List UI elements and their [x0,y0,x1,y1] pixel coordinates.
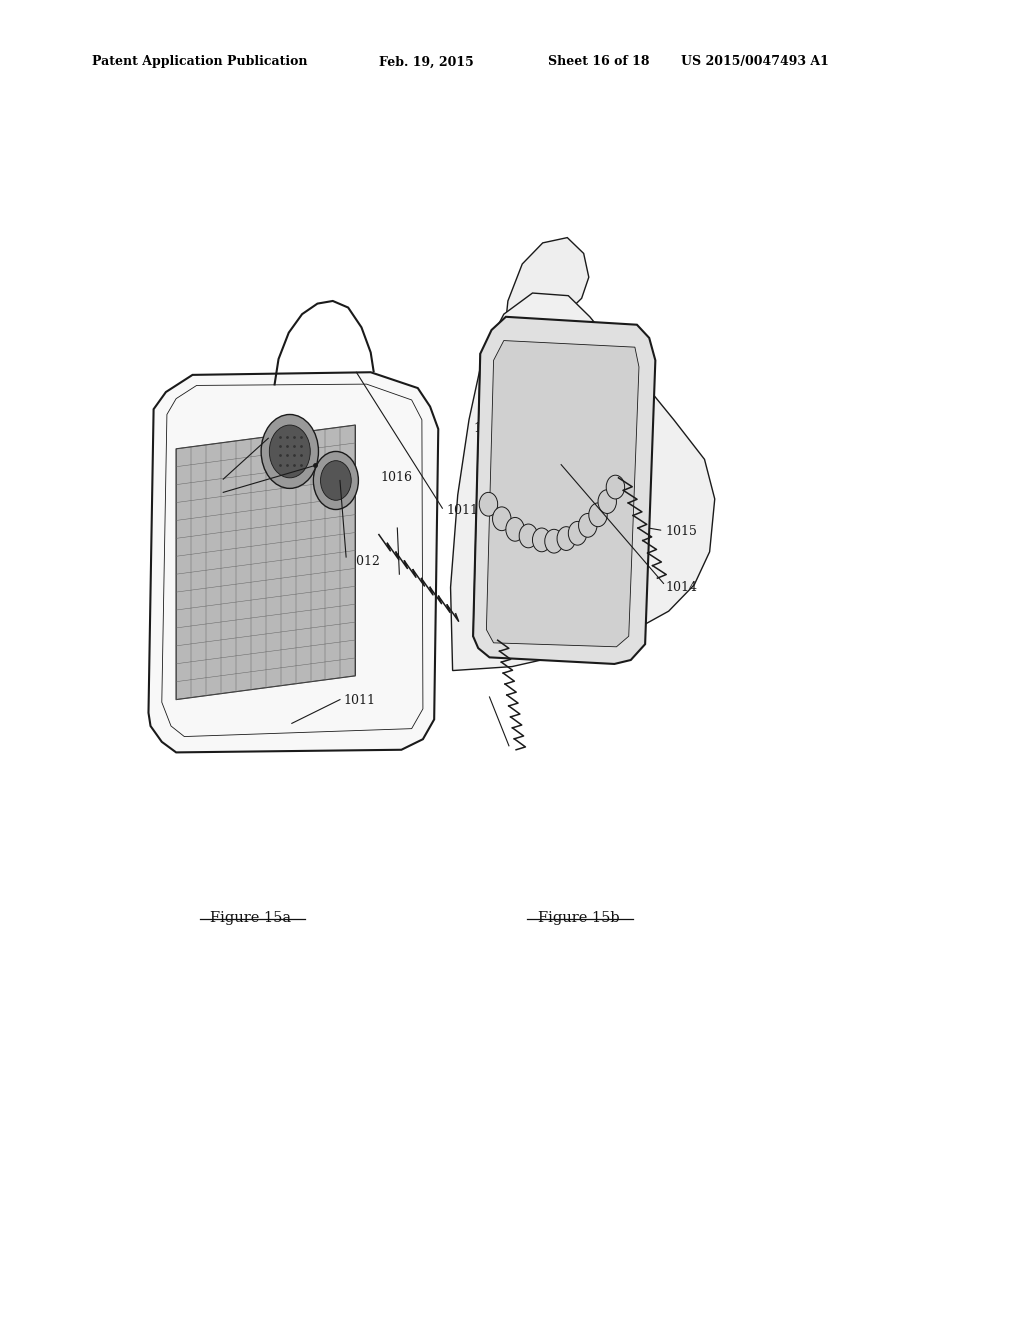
Circle shape [598,490,616,513]
Polygon shape [148,372,438,752]
Circle shape [579,513,597,537]
Circle shape [545,529,563,553]
Circle shape [519,524,538,548]
Circle shape [261,414,318,488]
Text: Feb. 19, 2015: Feb. 19, 2015 [379,55,474,69]
Polygon shape [486,341,639,647]
Polygon shape [176,425,355,700]
Text: 1015: 1015 [666,525,697,539]
Circle shape [532,528,551,552]
Circle shape [313,451,358,510]
Text: 1014: 1014 [666,581,697,594]
Text: Patent Application Publication: Patent Application Publication [92,55,307,69]
Text: US 2015/0047493 A1: US 2015/0047493 A1 [681,55,828,69]
Circle shape [493,507,511,531]
Text: Figure 15a: Figure 15a [210,911,292,925]
Text: 1016: 1016 [381,471,413,484]
Text: Figure 15b: Figure 15b [538,911,620,925]
Polygon shape [451,293,715,671]
Text: 1013: 1013 [182,496,214,510]
Circle shape [568,521,587,545]
Polygon shape [473,317,655,664]
Circle shape [479,492,498,516]
Circle shape [321,461,351,500]
Text: 1011: 1011 [343,694,375,708]
Text: 1017: 1017 [473,422,505,436]
Circle shape [589,503,607,527]
Circle shape [269,425,310,478]
Text: 1012: 1012 [348,554,380,568]
Circle shape [557,527,575,550]
Circle shape [506,517,524,541]
Polygon shape [504,238,589,341]
Text: 1011: 1011 [446,504,478,517]
Text: Sheet 16 of 18: Sheet 16 of 18 [548,55,649,69]
Circle shape [606,475,625,499]
